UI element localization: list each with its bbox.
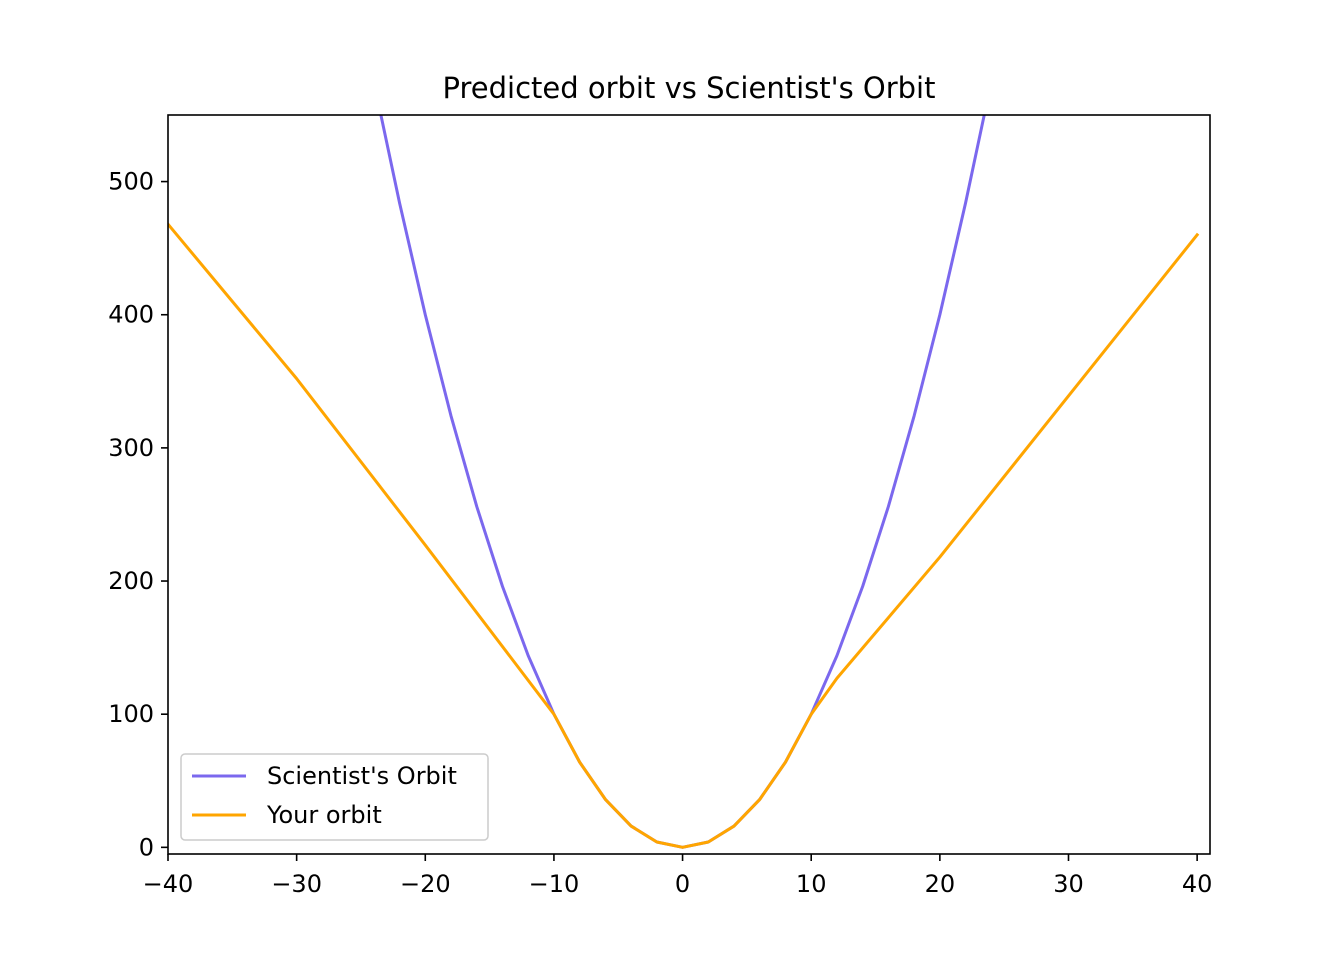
- plot-area: [168, 115, 1200, 849]
- legend-box: [180, 753, 489, 841]
- legend-label-your-orbit: Your orbit: [266, 801, 382, 829]
- legend: Scientist's Orbit Your orbit: [180, 753, 489, 841]
- x-tick-label: −20: [400, 870, 451, 898]
- legend-label-scientists-orbit: Scientist's Orbit: [267, 762, 457, 790]
- x-tick-label: 40: [1182, 870, 1213, 898]
- x-tick-label: 20: [925, 870, 956, 898]
- y-tick-label: 200: [108, 567, 154, 595]
- y-tick-label: 100: [108, 700, 154, 728]
- series-line-your-orbit: [168, 222, 1200, 849]
- y-tick-label: 500: [108, 168, 154, 196]
- x-tick-label: 10: [796, 870, 827, 898]
- chart-title: Predicted orbit vs Scientist's Orbit: [443, 71, 936, 105]
- series-line-scientist-s-orbit: [379, 115, 986, 849]
- axes-frame: [167, 114, 1211, 855]
- y-tick-label: 400: [108, 301, 154, 329]
- y-tick-label: 0: [139, 833, 154, 861]
- x-tick-label: −10: [529, 870, 580, 898]
- x-tick-label: −40: [143, 870, 194, 898]
- x-tick-label: 30: [1053, 870, 1084, 898]
- y-tick-label: 300: [108, 434, 154, 462]
- x-tick-label: 0: [675, 870, 690, 898]
- x-tick-label: −30: [271, 870, 322, 898]
